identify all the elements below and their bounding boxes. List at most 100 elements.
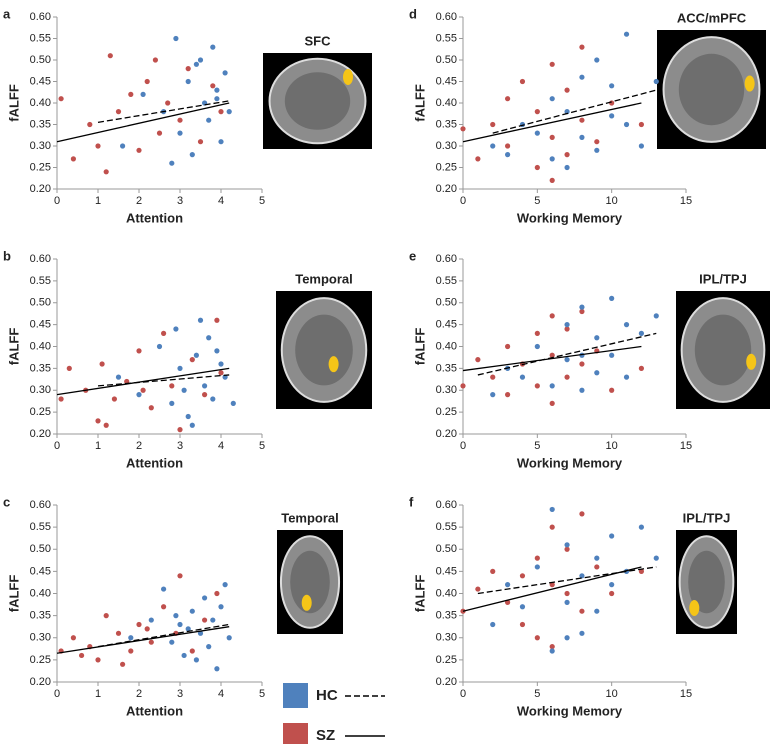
point (594, 370, 600, 376)
y-tick-label: 0.30 (436, 140, 457, 152)
point (165, 100, 171, 106)
point (58, 396, 64, 402)
y-tick-label: 0.60 (30, 499, 51, 511)
point (181, 387, 187, 393)
point (173, 326, 179, 332)
image-label: Temporal (295, 271, 353, 286)
y-tick-label: 0.45 (436, 75, 457, 87)
y-tick-label: 0.35 (436, 362, 457, 374)
point (103, 169, 109, 175)
x-tick-label: 5 (259, 440, 265, 452)
x-axis-label: Working Memory (517, 210, 623, 225)
point (218, 370, 224, 376)
point (148, 405, 154, 411)
y-tick-label: 0.55 (30, 275, 51, 287)
point (95, 143, 101, 149)
x-tick-label: 3 (177, 195, 183, 207)
x-tick-label: 10 (606, 688, 618, 700)
point (177, 573, 183, 579)
point (103, 422, 109, 428)
x-tick-label: 0 (54, 440, 60, 452)
point (594, 608, 600, 614)
point (128, 91, 134, 97)
point (579, 308, 585, 315)
panel: 0.20 0.25 0.30 0.35 0.40 0.45 0.50 0.55 0.60 0 1 2 3… (3, 6, 372, 225)
point (653, 313, 659, 319)
point (189, 648, 195, 654)
point (505, 343, 511, 350)
x-tick-label: 10 (606, 195, 618, 207)
panel: 0.20 0.25 0.30 0.35 0.40 0.45 0.50 0.55 0.60 0 5 10… (409, 494, 737, 718)
y-tick-label: 0.30 (436, 632, 457, 644)
x-tick-label: 5 (259, 195, 265, 207)
point (564, 590, 570, 597)
point (189, 152, 195, 158)
point (202, 617, 208, 623)
point (519, 374, 526, 380)
point (564, 109, 570, 115)
y-tick-label: 0.35 (436, 610, 457, 622)
point (534, 555, 540, 561)
y-tick-label: 0.55 (436, 275, 457, 287)
panel-letter: f (409, 494, 414, 509)
point (549, 177, 555, 183)
point (564, 546, 570, 552)
point (609, 582, 615, 588)
point (218, 361, 224, 367)
point (475, 156, 481, 162)
point (79, 652, 85, 659)
point (534, 130, 540, 136)
point (120, 143, 126, 149)
point (210, 44, 216, 50)
point (189, 422, 195, 428)
y-tick-label: 0.25 (436, 654, 457, 666)
y-tick-label: 0.40 (436, 587, 457, 599)
image-label: IPL/TPJ (683, 510, 731, 525)
trend-line (56, 626, 230, 654)
point (148, 617, 154, 623)
trend-line (492, 89, 657, 134)
point (594, 139, 600, 145)
point (609, 352, 615, 358)
point (177, 117, 183, 123)
x-tick-label: 3 (177, 440, 183, 452)
point (475, 586, 481, 592)
y-tick-label: 0.40 (30, 97, 51, 109)
point (579, 630, 585, 636)
y-tick-label: 0.55 (30, 521, 51, 533)
brain-inner (678, 53, 745, 126)
point (177, 365, 183, 371)
point (115, 630, 122, 636)
point (505, 582, 511, 588)
y-tick-label: 0.20 (436, 676, 457, 688)
x-tick-label: 0 (54, 195, 60, 207)
y-tick-label: 0.20 (30, 183, 51, 195)
point (460, 608, 466, 614)
y-tick-label: 0.60 (30, 11, 51, 23)
trend-line (462, 345, 642, 372)
y-tick-label: 0.40 (436, 340, 457, 352)
panel-letter: c (3, 494, 10, 509)
y-tick-label: 0.50 (30, 543, 51, 555)
panel-letter: e (409, 248, 416, 263)
y-axis-label: fALFF (412, 328, 427, 366)
point (128, 648, 134, 654)
x-tick-label: 1 (95, 688, 101, 700)
point (197, 57, 204, 63)
point (95, 418, 101, 424)
point (609, 533, 615, 539)
point (490, 121, 496, 128)
point (490, 374, 496, 380)
point (169, 383, 175, 389)
x-axis-label: Attention (126, 703, 183, 718)
image-label: SFC (305, 33, 332, 48)
brain-inner (688, 550, 725, 614)
point (594, 564, 600, 570)
point (549, 648, 555, 654)
x-tick-label: 5 (534, 688, 540, 700)
point (490, 392, 496, 398)
point (185, 78, 191, 85)
y-axis-label: fALFF (6, 328, 21, 366)
y-tick-label: 0.50 (30, 297, 51, 309)
point (549, 524, 555, 530)
